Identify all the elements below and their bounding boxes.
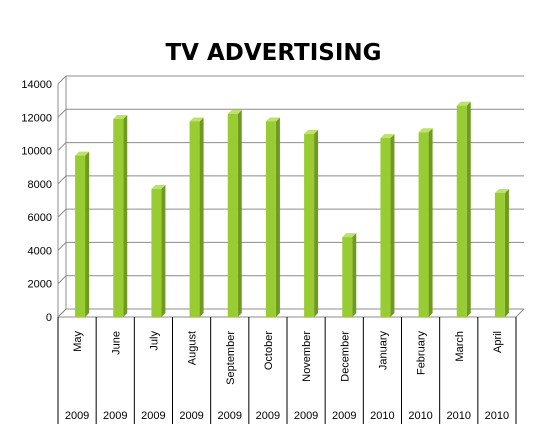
y-tick-label: 2000: [28, 279, 52, 291]
bar: [265, 117, 280, 317]
x-group-label: 2010: [485, 410, 509, 422]
gridline: [57, 142, 524, 151]
x-tick-label: July: [148, 331, 160, 351]
x-tick-label: September: [225, 331, 237, 385]
x-group-label: 2009: [141, 410, 165, 422]
bar: [227, 109, 242, 317]
bar: [304, 129, 319, 317]
y-tick-label: 0: [46, 312, 52, 324]
gridline: [57, 175, 524, 185]
x-tick-label: October: [263, 331, 275, 370]
x-tick-label: August: [187, 331, 199, 365]
x-tick-label: June: [110, 331, 122, 355]
bar: [342, 233, 357, 317]
bars: [75, 101, 509, 317]
y-axis-ticks: 0 2000 4000 6000 8000 10000 12000 14000: [21, 79, 52, 324]
y-tick-label: 4000: [28, 245, 52, 257]
x-tick-label: December: [339, 331, 351, 382]
gridline: [57, 275, 524, 285]
bar: [75, 151, 90, 317]
gridline: [57, 208, 524, 218]
x-group-label: 2009: [256, 410, 280, 422]
bar: [113, 114, 128, 317]
x-group-label: 2010: [408, 410, 432, 422]
x-tick-label: March: [454, 331, 466, 362]
bar: [418, 128, 433, 317]
x-group-label: 2009: [332, 410, 356, 422]
gridline: [57, 75, 524, 85]
x-axis: May June July August September October Novembe…: [57, 317, 517, 424]
x-group-label: 2009: [294, 410, 318, 422]
x-group-label: 2009: [103, 410, 127, 422]
bar: [189, 117, 204, 317]
x-tick-label: May: [72, 331, 84, 352]
bar: [151, 184, 166, 317]
x-group-label: 2009: [65, 410, 89, 422]
x-tick-label: January: [377, 331, 389, 371]
y-tick-label: 12000: [21, 112, 52, 124]
chart-title: TV ADVERTISING: [165, 40, 382, 66]
x-tick-label: February: [416, 331, 428, 376]
x-tick-label: April: [492, 331, 504, 353]
bar: [494, 189, 509, 317]
bar: [456, 101, 471, 317]
x-group-label: 2010: [447, 410, 471, 422]
y-tick-label: 10000: [21, 146, 52, 158]
gridlines: [57, 75, 525, 318]
x-group-label: 2009: [218, 410, 242, 422]
y-tick-label: 6000: [28, 212, 52, 224]
x-group-label: 2009: [179, 410, 203, 422]
gridline: [57, 108, 524, 118]
y-tick-label: 14000: [21, 79, 52, 91]
x-group-label: 2010: [370, 410, 394, 422]
gridline: [57, 241, 524, 251]
y-tick-label: 8000: [28, 179, 52, 191]
gridline: [57, 308, 524, 318]
bar: [380, 134, 395, 317]
x-tick-label: November: [301, 331, 313, 382]
